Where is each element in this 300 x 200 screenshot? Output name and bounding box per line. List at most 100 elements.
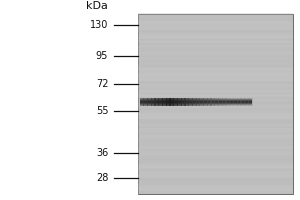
Bar — [138, 175, 293, 178]
Bar — [138, 90, 293, 93]
Text: 72: 72 — [96, 79, 108, 89]
Bar — [138, 74, 293, 77]
Bar — [140, 105, 251, 106]
Bar — [138, 132, 293, 135]
Bar — [138, 43, 293, 45]
Bar — [138, 45, 293, 48]
Bar — [138, 179, 293, 182]
Bar — [140, 98, 145, 106]
Bar — [140, 103, 251, 104]
Bar — [138, 166, 293, 169]
Bar — [138, 49, 293, 52]
Bar — [140, 101, 251, 102]
Bar — [147, 98, 152, 106]
Bar — [138, 119, 293, 122]
Bar — [138, 184, 293, 187]
Bar — [138, 173, 293, 176]
Bar — [196, 98, 200, 106]
Bar — [138, 186, 293, 189]
Bar — [138, 155, 293, 158]
Bar — [138, 87, 293, 90]
Bar — [138, 177, 293, 180]
Bar — [138, 137, 293, 140]
Bar — [138, 123, 293, 126]
Bar — [138, 130, 293, 133]
Bar — [199, 98, 204, 106]
Bar — [138, 25, 293, 27]
Bar — [138, 81, 293, 84]
Bar — [207, 98, 212, 106]
Bar — [173, 98, 178, 106]
Bar — [138, 67, 293, 70]
Bar — [138, 47, 293, 50]
Bar — [138, 72, 293, 75]
Bar — [138, 29, 293, 32]
Bar — [140, 100, 251, 101]
Bar — [138, 148, 293, 151]
Bar — [138, 121, 293, 124]
Bar — [138, 191, 293, 194]
Bar — [162, 98, 167, 106]
Bar — [138, 141, 293, 144]
Bar — [138, 146, 293, 149]
Bar — [138, 83, 293, 86]
Bar — [140, 101, 251, 102]
Bar — [138, 31, 293, 34]
Bar — [138, 56, 293, 59]
Text: 130: 130 — [90, 20, 108, 30]
Bar — [138, 92, 293, 95]
Bar — [138, 114, 293, 117]
Bar — [138, 101, 293, 104]
Bar — [138, 110, 293, 113]
Bar — [140, 98, 251, 99]
Bar — [138, 150, 293, 153]
Text: 36: 36 — [96, 148, 108, 158]
Bar — [140, 98, 251, 99]
Bar — [138, 58, 293, 61]
Bar — [140, 99, 251, 100]
Bar — [222, 98, 226, 106]
Bar — [140, 104, 251, 105]
Bar — [143, 98, 148, 106]
Bar — [138, 128, 293, 131]
Bar — [138, 27, 293, 30]
Bar — [138, 164, 293, 167]
Bar — [140, 105, 251, 106]
Bar — [140, 99, 251, 100]
Bar — [138, 188, 293, 191]
Bar — [138, 40, 293, 43]
Bar — [184, 98, 189, 106]
Bar — [138, 69, 293, 72]
Bar — [140, 104, 251, 105]
Bar — [138, 16, 293, 18]
Bar — [177, 98, 182, 106]
Bar — [169, 98, 174, 106]
Bar — [237, 98, 242, 106]
Bar — [140, 102, 251, 103]
Bar — [138, 162, 293, 164]
Bar — [225, 98, 230, 106]
Bar — [138, 112, 293, 115]
Bar — [138, 126, 293, 128]
Bar — [138, 117, 293, 119]
Bar — [138, 65, 293, 68]
Bar — [138, 170, 293, 173]
Bar — [138, 168, 293, 171]
Bar — [138, 34, 293, 36]
Bar — [138, 22, 293, 25]
Bar — [244, 98, 249, 106]
Bar — [138, 157, 293, 160]
Bar — [140, 102, 251, 103]
Bar — [203, 98, 208, 106]
Bar — [140, 103, 251, 104]
Bar — [218, 98, 223, 106]
Bar — [138, 20, 293, 23]
Bar — [138, 103, 293, 106]
Bar — [138, 153, 293, 155]
Bar — [138, 13, 293, 16]
Bar — [211, 98, 215, 106]
Bar — [166, 98, 171, 106]
Bar — [138, 94, 293, 97]
Bar — [192, 98, 197, 106]
Bar — [151, 98, 156, 106]
